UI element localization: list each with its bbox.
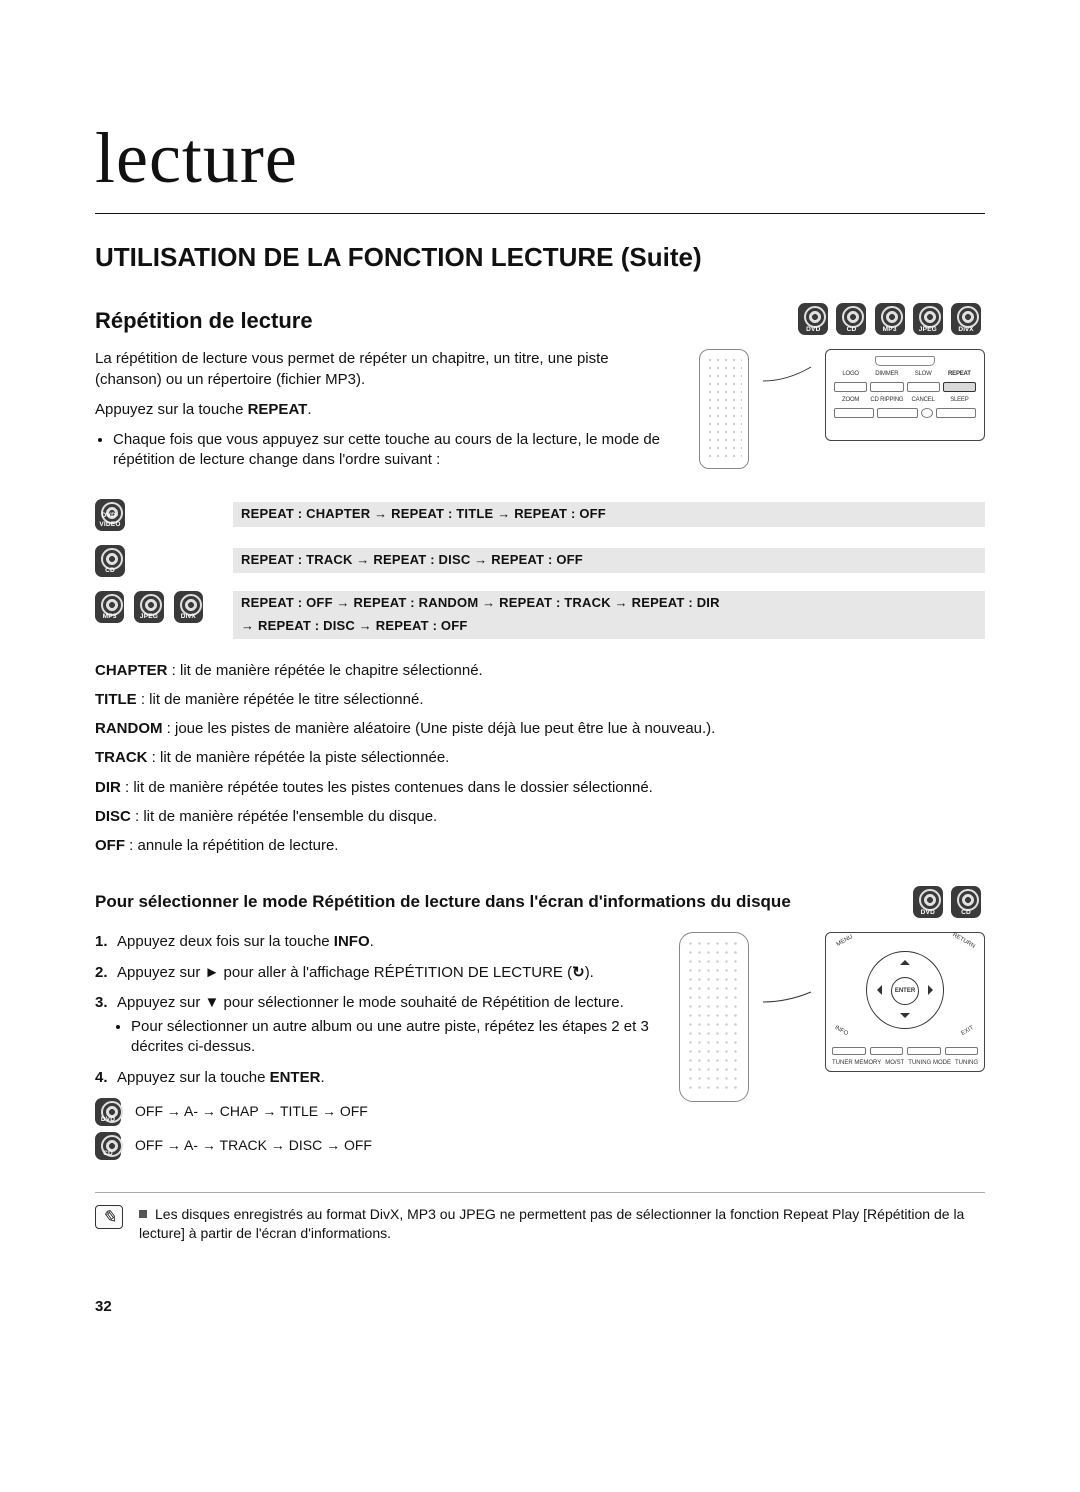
seq-badge-mp3: MP3 — [95, 591, 124, 623]
intro-text: La répétition de lecture vous permet de … — [95, 349, 679, 470]
def-title: TITLE : lit de manière répétée le titre … — [95, 690, 985, 710]
steps-list: Appuyez deux fois sur la touche INFO. Ap… — [95, 932, 657, 1166]
mini-seq-cd-text: OFF → A- → TRACK → DISC → OFF — [135, 1136, 372, 1155]
chapter-title: lecture — [95, 110, 985, 207]
note-body: Les disques enregistrés au format DivX, … — [139, 1205, 985, 1243]
disc-badge-dvd-2: DVD — [913, 886, 943, 918]
manual-page: lecture UTILISATION DE LA FONCTION LECTU… — [0, 0, 1080, 1357]
note-icon: ✎ — [95, 1205, 123, 1229]
seq-row-cd: CD REPEAT : TRACK → REPEAT : DISC → REPE… — [95, 545, 985, 577]
callout-row1-buttons — [834, 382, 976, 392]
note-block: ✎ Les disques enregistrés au format DivX… — [95, 1205, 985, 1243]
chapter-rule — [95, 213, 985, 214]
dpad-up-icon — [900, 955, 910, 965]
disc-badge-jpeg: JPEG — [913, 303, 943, 335]
mini-seq-cd: CD OFF → A- → TRACK → DISC → OFF — [95, 1132, 657, 1160]
note-separator — [95, 1192, 985, 1193]
seq-badge-dvdvideo: DVD-VIDEO — [95, 499, 125, 531]
disc-badges-top: DVD CD MP3 JPEG DivX — [798, 303, 985, 335]
subhead-onscreen: Pour sélectionner le mode Répétition de … — [95, 891, 901, 914]
intro-bullet-list: Chaque fois que vous appuyez sur cette t… — [113, 430, 679, 471]
seq-badge-divx: DivX — [174, 591, 203, 623]
callout-dpad: MENU RETURN INFO EXIT ENTER TUNER MEMORY… — [825, 932, 985, 1072]
callout-row2-labels: ZOOMCD RIPPINGCANCELSLEEP — [834, 396, 976, 404]
intro-bullet: Chaque fois que vous appuyez sur cette t… — [113, 430, 679, 471]
dpad-enter-button: ENTER — [891, 977, 919, 1005]
step-2: Appuyez sur ► pour aller à l'affichage R… — [117, 963, 657, 983]
callout-top-pill — [875, 356, 935, 366]
disc-badge-dvd: DVD — [798, 303, 828, 335]
remote-outline-large — [679, 932, 749, 1102]
seq-badge-jpeg: JPEG — [134, 591, 163, 623]
disc-badge-cd-2: CD — [951, 886, 981, 918]
step-4: Appuyez sur la touche ENTER. — [117, 1068, 657, 1088]
illustration-dpad: MENU RETURN INFO EXIT ENTER TUNER MEMORY… — [679, 932, 985, 1102]
mini-seq-dvd-text: OFF → A- → CHAP → TITLE → OFF — [135, 1102, 368, 1121]
repeat-sequence-block: DVD-VIDEO REPEAT : CHAPTER → REPEAT : TI… — [95, 499, 985, 639]
callout-row1-labels: LOGODIMMERSLOWREPEAT — [834, 370, 976, 378]
seq-text-mp3-line2: → REPEAT : DISC → REPEAT : OFF — [241, 617, 977, 635]
seq-text-cd: REPEAT : TRACK → REPEAT : DISC → REPEAT … — [233, 548, 985, 573]
mini-badge-cd: CD — [95, 1132, 121, 1160]
seq-text-mp3-line1: REPEAT : OFF → REPEAT : RANDOM → REPEAT … — [241, 594, 977, 612]
callout-row2-buttons — [834, 408, 976, 418]
press-pre: Appuyez sur la touche — [95, 401, 248, 418]
dpad-label-menu: MENU — [835, 933, 854, 949]
dpad-label-return: RETURN — [951, 932, 977, 952]
disc-badge-mp3: MP3 — [875, 303, 905, 335]
section-title: UTILISATION DE LA FONCTION LECTURE (Suit… — [95, 240, 985, 275]
disc-badges-sub2: DVD CD — [913, 886, 985, 918]
def-random: RANDOM : joue les pistes de manière aléa… — [95, 719, 985, 739]
def-off: OFF : annule la répétition de lecture. — [95, 836, 985, 856]
press-repeat-line: Appuyez sur la touche REPEAT. — [95, 400, 679, 420]
step-3: Appuyez sur ▼ pour sélectionner le mode … — [117, 993, 657, 1058]
mini-seq-dvd: DVD OFF → A- → CHAP → TITLE → OFF — [95, 1098, 657, 1126]
disc-badge-cd: CD — [836, 303, 866, 335]
def-track: TRACK : lit de manière répétée la piste … — [95, 748, 985, 768]
note-bullet-icon — [139, 1210, 147, 1218]
press-post: . — [307, 401, 311, 418]
callout-leader-line — [761, 349, 813, 441]
mini-badge-dvd: DVD — [95, 1098, 121, 1126]
intro-block: La répétition de lecture vous permet de … — [95, 349, 985, 470]
subhead-repeat: Répétition de lecture — [95, 306, 313, 336]
loop-icon: ↻ — [572, 964, 585, 981]
illustration-repeat: LOGODIMMERSLOWREPEAT ZOOMCD RIPPINGCANCE… — [699, 349, 985, 469]
callout-repeat-buttons: LOGODIMMERSLOWREPEAT ZOOMCD RIPPINGCANCE… — [825, 349, 985, 441]
dpad-bottom-labels: TUNER MEMORY MO/ST TUNING MODE TUNING — [832, 1059, 978, 1067]
note-text: Les disques enregistrés au format DivX, … — [139, 1206, 964, 1241]
dpad-left-icon — [872, 985, 882, 995]
definition-list: CHAPTER : lit de manière répétée le chap… — [95, 661, 985, 857]
remote-outline-small — [699, 349, 749, 469]
dpad-bottom-buttons — [832, 1047, 978, 1055]
intro-paragraph: La répétition de lecture vous permet de … — [95, 349, 679, 390]
def-chapter: CHAPTER : lit de manière répétée le chap… — [95, 661, 985, 681]
repeat-button-highlight — [943, 382, 976, 392]
seq-text-mp3: REPEAT : OFF → REPEAT : RANDOM → REPEAT … — [233, 591, 985, 639]
seq-text-dvd: REPEAT : CHAPTER → REPEAT : TITLE → REPE… — [233, 502, 985, 527]
step-3-sub: Pour sélectionner un autre album ou une … — [131, 1017, 657, 1058]
dpad-down-icon — [900, 1013, 910, 1023]
seq-row-dvd: DVD-VIDEO REPEAT : CHAPTER → REPEAT : TI… — [95, 499, 985, 531]
dpad-label-info: INFO — [833, 1024, 849, 1038]
def-dir: DIR : lit de manière répétée toutes les … — [95, 778, 985, 798]
def-disc: DISC : lit de manière répétée l'ensemble… — [95, 807, 985, 827]
disc-badge-divx: DivX — [951, 303, 981, 335]
seq-row-mp3: MP3 JPEG DivX REPEAT : OFF → REPEAT : RA… — [95, 591, 985, 639]
step-1: Appuyez deux fois sur la touche INFO. — [117, 932, 657, 952]
dpad-label-exit: EXIT — [960, 1024, 976, 1038]
subhead-line: Répétition de lecture DVD CD MP3 JPEG Di… — [95, 303, 985, 335]
dpad-right-icon — [928, 985, 938, 995]
subhead2-line: Pour sélectionner le mode Répétition de … — [95, 886, 985, 918]
dpad-leader-line — [761, 932, 813, 1072]
press-bold: REPEAT — [248, 401, 308, 418]
steps-block: Appuyez deux fois sur la touche INFO. Ap… — [95, 932, 985, 1166]
seq-badge-cd: CD — [95, 545, 125, 577]
page-number: 32 — [95, 1297, 985, 1317]
